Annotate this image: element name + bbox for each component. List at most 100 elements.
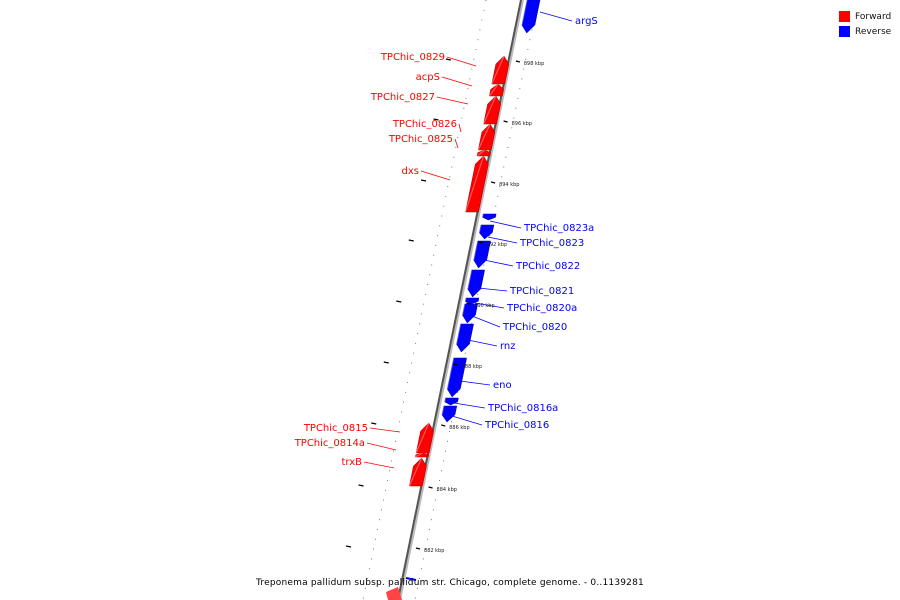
tick-mark-4	[466, 302, 471, 305]
gene-arrow-16	[441, 405, 458, 423]
gene-reverse-stub	[405, 577, 417, 581]
gene-label: argS	[575, 16, 598, 27]
gene-label: TPChic_0822	[515, 261, 580, 272]
gene-highlight-3	[483, 95, 497, 125]
genome-axis-layer	[362, 0, 539, 600]
gene-leader-19	[363, 461, 395, 469]
gene-highlight-19	[408, 457, 423, 487]
tick-mark-5	[453, 363, 458, 366]
genome-caption: Treponema pallidum subsp. pallidum str. …	[256, 578, 644, 588]
reverse-swatch	[839, 26, 850, 37]
gene-arrow-11	[464, 297, 480, 305]
legend-forward: Forward	[839, 9, 891, 24]
legend: Forward Reverse	[839, 9, 891, 39]
tick-mark-6	[441, 424, 446, 427]
gene-highlight-15	[444, 397, 446, 402]
gene-label: trxB	[341, 457, 362, 468]
tick-mark-left-5	[383, 361, 389, 364]
gene-highlight-11	[464, 297, 467, 302]
gene-highlight-4	[477, 123, 491, 151]
tick-label: 890 kbp	[474, 303, 494, 309]
tick-label: 896 kbp	[512, 121, 532, 127]
gene-arrow-12	[462, 303, 478, 324]
axis-guide-left	[362, 0, 487, 600]
gene-highlight-1	[491, 55, 505, 85]
gene-label: TPChic_0827	[370, 92, 435, 103]
legend-reverse-label: Reverse	[855, 26, 892, 37]
gene-highlight-14	[446, 357, 455, 390]
tick-label: 894 kbp	[499, 182, 519, 188]
gene-leader-4	[458, 123, 462, 133]
legend-forward-label: Forward	[855, 11, 892, 22]
gene-arrow-15	[444, 397, 459, 406]
gene-label: TPChic_0816	[484, 420, 549, 431]
gene-highlight-7	[481, 213, 484, 218]
gene-leader-18	[366, 442, 397, 451]
gene-label: eno	[493, 380, 512, 391]
gene-highlight-6	[464, 155, 485, 213]
gene-leader-2	[441, 76, 473, 87]
gene-leader-8	[487, 236, 518, 244]
gene-label: TPChic_0823a	[523, 223, 594, 234]
gene-leader-9	[483, 259, 514, 267]
gene-label: dxs	[402, 166, 419, 177]
gene-highlight-9	[473, 240, 479, 261]
tick-label: 886 kbp	[449, 425, 469, 431]
tick-label: 884 kbp	[437, 487, 457, 493]
gene-label: TPChic_0821	[509, 286, 574, 297]
gene-arrow-13	[456, 323, 474, 353]
gene-arrow-7	[482, 213, 497, 221]
gene-leader-12	[471, 315, 501, 328]
gene-highlight-18	[415, 452, 423, 458]
tick-mark-left-8	[345, 545, 352, 548]
gene-layer	[386, 0, 541, 600]
gene-arrow-9	[473, 240, 491, 269]
gene-arrow-0	[521, 0, 541, 34]
gene-leader-0	[539, 11, 573, 22]
gene-leader-6	[420, 170, 451, 181]
gene-highlight-10	[467, 269, 473, 290]
gene-highlight-8	[478, 224, 482, 233]
gene-highlight-0	[521, 0, 528, 26]
gene-arrow-10	[467, 269, 485, 298]
gene-highlight-2	[488, 83, 499, 97]
axis-line	[397, 0, 522, 600]
tick-mark-2	[490, 181, 496, 184]
gene-leader-17	[369, 427, 401, 433]
gene-label: TPChic_0815	[303, 423, 368, 434]
gene-label-layer: argS TPChic_0829 acpS TPChic_0827 TPChic_082…	[294, 11, 598, 469]
gene-leader-14	[459, 380, 491, 386]
tick-layer: 898 kbp 896 kbp 894 kbp 892 kbp 890 kbp 888 k…	[345, 58, 544, 554]
gene-arrow-partial	[386, 587, 402, 600]
tick-mark-left-4	[396, 300, 402, 303]
gene-label: rnz	[500, 341, 516, 352]
tick-label: 892 kbp	[487, 242, 507, 248]
gene-leader-7	[489, 220, 522, 229]
gene-leader-5	[454, 138, 459, 149]
forward-swatch	[839, 11, 850, 22]
axis-guide-right	[414, 0, 539, 600]
tick-mark-7	[428, 486, 433, 489]
gene-arrow-8	[479, 224, 495, 240]
gene-label: TPChic_0814a	[294, 438, 365, 449]
tick-mark-8	[415, 547, 421, 550]
gene-leader-11	[474, 302, 505, 309]
gene-label: TPChic_0820a	[506, 303, 577, 314]
tick-label: 882 kbp	[424, 548, 444, 554]
gene-label: TPChic_0829	[380, 52, 445, 63]
tick-mark-left-3	[408, 239, 414, 242]
tick-mark-left-7	[358, 484, 364, 487]
gene-leader-16	[451, 415, 483, 426]
gene-highlight-16	[441, 405, 445, 415]
tick-mark-left-1	[433, 118, 439, 121]
tick-mark-left-0	[445, 58, 451, 61]
gene-highlight-17	[415, 422, 430, 454]
gene-leader-3	[436, 96, 469, 105]
gene-highlight-5	[476, 149, 486, 157]
gene-arrow-6	[465, 155, 489, 213]
tick-mark-3	[478, 241, 483, 244]
tick-label: 898 kbp	[524, 61, 544, 67]
gene-label: TPChic_0823	[519, 238, 584, 249]
tick-mark-left-6	[371, 422, 377, 425]
gene-leader-10	[477, 287, 508, 292]
